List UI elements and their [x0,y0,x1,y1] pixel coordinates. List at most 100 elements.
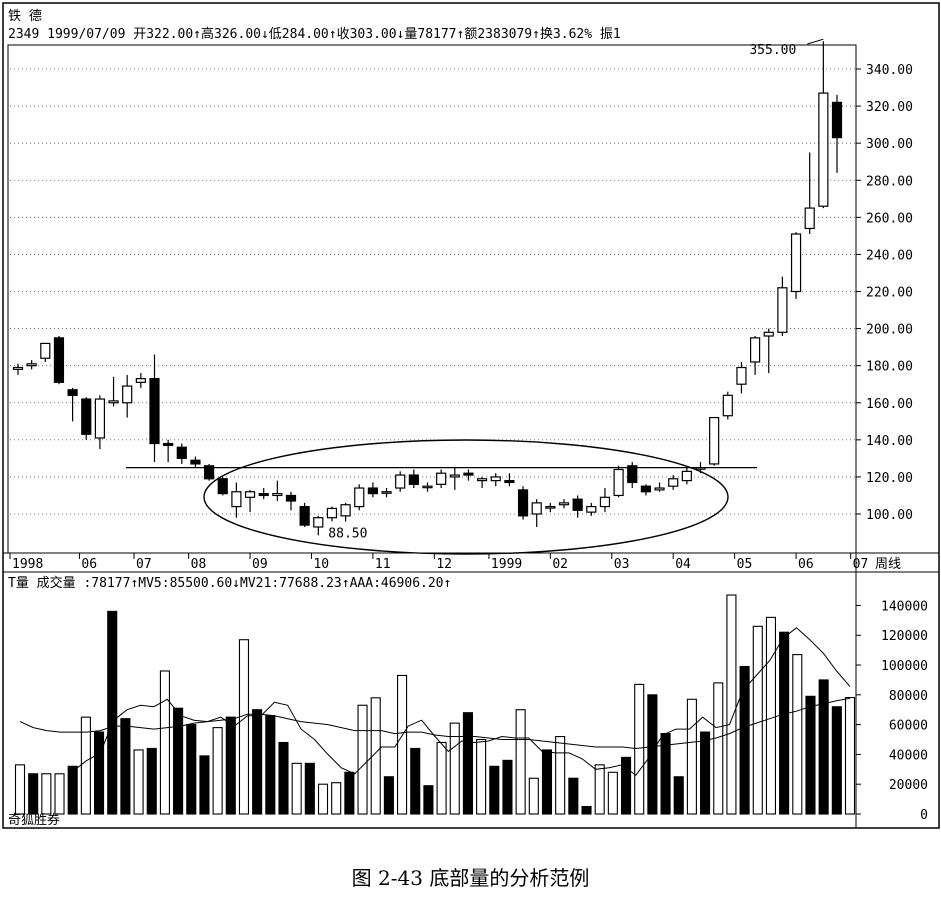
candle-body-down [176,446,187,459]
volume-bar [186,724,197,815]
candle-body-up [654,487,665,491]
price-tick-label: 200.00 [866,323,913,338]
volume-bar [120,718,131,815]
candle [135,373,146,388]
candle-body-down [285,494,297,502]
candle [313,515,324,536]
candle [299,502,310,527]
volume-axis: 0 20000 40000 60000 80000 100000 120000 140000 [856,599,928,823]
candle-body-up [108,400,119,404]
volume-bar [792,654,803,815]
chart-border [2,2,940,829]
watermark: 奇狐胜券 [8,812,60,828]
figure-caption: 图 2-43 底部量的分析范例 [351,866,590,890]
candle-body-down [81,398,92,435]
candle-body-up [436,472,447,485]
volume-bar [594,764,605,815]
candle [722,391,733,420]
volume-bar [700,731,711,815]
candle-body-down [627,465,638,484]
volume-bars [14,594,856,815]
candle [354,484,365,511]
candle-body-down [299,505,310,526]
candle [531,499,542,527]
candle-body-down [163,442,174,446]
candle [122,374,133,418]
volume-bar [831,706,842,815]
candle-body-up [804,207,815,230]
volume-bar [370,697,381,815]
candle-body-up [599,496,611,508]
time-tick-label: 1999 [491,557,522,572]
candle [709,416,720,466]
candle-body-up [326,507,338,519]
volume-bar [752,625,763,815]
high-price-label: 355.00 [749,43,796,58]
candle [40,342,51,362]
candle-body-up [763,331,774,337]
period-label: 周线 [875,557,901,572]
volume-bar [462,712,473,815]
price-tick-label: 320.00 [866,100,913,115]
candle-body-up [231,491,242,508]
volume-tick-label: 0 [920,808,928,823]
candle-body-up [818,92,829,207]
candle [586,502,597,516]
volume-bar [54,773,65,815]
candle [572,495,583,518]
candle [613,465,624,498]
mv5-line [73,627,851,777]
volume-bar [673,776,684,815]
volume-bar [765,616,777,815]
candle-body-up [395,474,406,489]
volume-bar [212,727,223,815]
candle-body-down [67,389,78,396]
time-tick-label: 10 [313,557,329,572]
volume-tick-label: 40000 [889,748,928,763]
candle [668,475,679,490]
time-tick-label: 11 [375,557,391,572]
volume-bar [80,716,91,815]
volume-bar [818,679,829,815]
candle [831,94,843,173]
candle [272,480,283,502]
weekly-kline-chart: 铁 德 2349 1999/07/09 开322.00↑高326.00↓低284… [2,2,940,829]
candle [395,471,406,492]
candle [81,397,92,440]
volume-tick-label: 100000 [881,659,928,674]
price-tick-label: 220.00 [866,286,913,301]
volume-bar [541,749,553,815]
candle-body-up [272,493,283,497]
candle [436,469,447,489]
candle-body-up [790,233,802,293]
candle [12,363,24,375]
candle-body-down [408,474,419,485]
candle-body-down [258,493,269,497]
candle [149,354,160,463]
volume-bar [647,694,658,815]
candle [217,476,228,496]
candle-body-up [736,366,747,385]
candle-body-up [477,478,488,482]
volume-bar [686,698,697,815]
volume-tick-label: 20000 [889,778,928,793]
candle-body-up [681,470,692,482]
volume-bar [107,610,118,815]
volume-bar [739,665,750,815]
volume-bar [93,731,105,815]
time-axis: 1998 06 07 08 09 10 11 12 1999 02 03 04 05 06 07 [9,553,868,572]
volume-bar [423,785,434,815]
candle [367,482,378,498]
candle-body-up [449,474,460,478]
candle-body-down [53,337,65,383]
price-tick-label: 340.00 [866,63,913,78]
volume-tick-label: 60000 [889,719,928,734]
volume-bar [397,674,408,815]
candle-body-down [149,378,160,445]
volume-bar [265,715,276,815]
price-tick-label: 140.00 [866,434,913,449]
candle [545,502,556,513]
volume-bar [14,764,26,815]
volume-bar [304,762,315,815]
candle-body-up [122,385,133,404]
